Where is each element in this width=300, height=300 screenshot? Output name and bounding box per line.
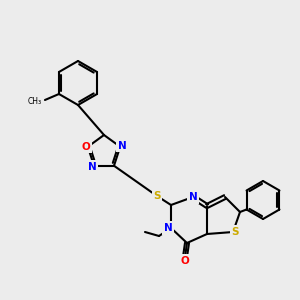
Text: N: N <box>88 162 96 172</box>
Text: S: S <box>231 227 239 237</box>
Text: O: O <box>82 142 90 152</box>
Text: N: N <box>189 192 197 202</box>
Text: N: N <box>164 223 172 233</box>
Text: O: O <box>181 256 189 266</box>
Text: CH₃: CH₃ <box>28 98 42 106</box>
Text: N: N <box>118 141 127 151</box>
Text: S: S <box>153 191 161 201</box>
